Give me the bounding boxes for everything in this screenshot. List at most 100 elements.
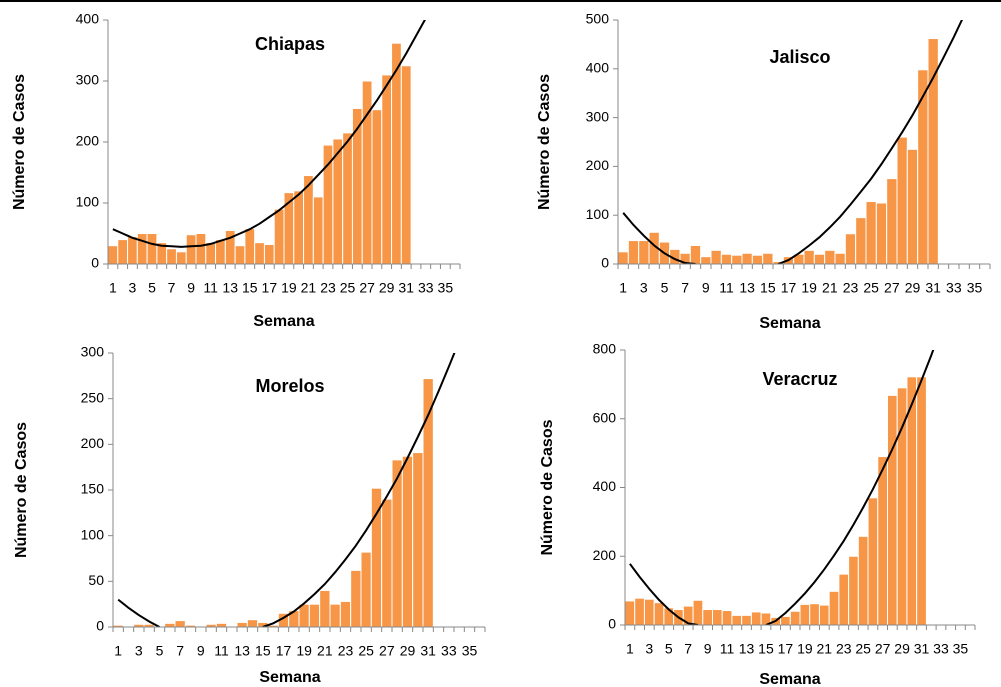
y-tick-label: 400 bbox=[586, 60, 610, 76]
bar bbox=[887, 394, 898, 626]
bar bbox=[146, 233, 158, 265]
x-tick-label: 7 bbox=[684, 641, 692, 657]
x-tick-label: 29 bbox=[400, 643, 416, 659]
x-tick-label: 23 bbox=[320, 280, 336, 296]
bar bbox=[322, 144, 334, 265]
bar bbox=[751, 254, 764, 265]
bar bbox=[127, 236, 138, 265]
x-tick-label: 25 bbox=[855, 641, 871, 657]
x-tick-label: 11 bbox=[720, 641, 735, 657]
y-tick-label: 800 bbox=[593, 341, 617, 357]
bar bbox=[799, 603, 811, 626]
x-tick-label: 17 bbox=[276, 643, 292, 659]
bar bbox=[834, 252, 846, 265]
x-tick-label: 15 bbox=[255, 643, 271, 659]
bar bbox=[234, 245, 246, 265]
bar bbox=[643, 598, 655, 626]
x-axis-label: Semana bbox=[253, 313, 314, 330]
x-tick-label: 27 bbox=[884, 280, 900, 296]
bar bbox=[371, 109, 383, 265]
x-tick-label: 31 bbox=[914, 641, 930, 657]
x-tick-label: 5 bbox=[148, 280, 156, 296]
bar bbox=[700, 256, 712, 265]
x-tick-label: 23 bbox=[836, 641, 852, 657]
bar bbox=[750, 611, 762, 626]
bar bbox=[721, 610, 733, 626]
bar bbox=[780, 615, 791, 626]
bar bbox=[624, 600, 636, 626]
x-tick-label: 21 bbox=[317, 643, 333, 659]
bar bbox=[789, 610, 801, 626]
x-tick-label: 29 bbox=[894, 641, 910, 657]
x-tick-label: 1 bbox=[114, 643, 122, 659]
trend-line bbox=[629, 350, 935, 625]
bar bbox=[813, 253, 826, 265]
bar bbox=[175, 251, 187, 265]
x-tick-label: 3 bbox=[129, 280, 137, 296]
x-tick-label: 13 bbox=[234, 643, 250, 659]
bar bbox=[293, 190, 305, 265]
bar bbox=[174, 620, 186, 628]
y-tick-label: 50 bbox=[88, 572, 104, 588]
bar bbox=[692, 599, 704, 626]
x-tick-label: 15 bbox=[242, 280, 258, 296]
y-tick-label: 600 bbox=[593, 409, 617, 425]
bar bbox=[319, 589, 331, 628]
bar bbox=[339, 600, 352, 628]
y-tick-label: 100 bbox=[81, 526, 105, 542]
bar bbox=[867, 497, 879, 626]
chart-title: Veracruz bbox=[762, 369, 837, 389]
bar bbox=[731, 614, 743, 626]
bar bbox=[712, 609, 723, 626]
y-tick-label: 200 bbox=[76, 133, 100, 149]
bar bbox=[350, 569, 362, 628]
y-tick-label: 250 bbox=[81, 389, 105, 405]
bar bbox=[824, 249, 836, 265]
x-tick-label: 33 bbox=[933, 641, 949, 657]
y-axis-label: Número de Casos bbox=[11, 74, 28, 210]
bar bbox=[818, 604, 830, 626]
bar bbox=[308, 603, 321, 628]
x-tick-label: 7 bbox=[176, 643, 184, 659]
x-axis-label: Semana bbox=[759, 671, 820, 687]
x-tick-label: 35 bbox=[438, 280, 454, 296]
x-tick-label: 19 bbox=[296, 643, 312, 659]
y-tick-label: 400 bbox=[76, 11, 100, 27]
bar bbox=[195, 233, 207, 265]
x-tick-label: 33 bbox=[441, 643, 457, 659]
y-tick-label: 500 bbox=[586, 11, 610, 27]
chart-title: Morelos bbox=[255, 376, 324, 396]
bar bbox=[166, 248, 177, 265]
x-tick-label: 5 bbox=[665, 641, 673, 657]
x-tick-label: 3 bbox=[135, 643, 143, 659]
x-tick-label: 5 bbox=[156, 643, 164, 659]
bar bbox=[848, 555, 859, 626]
y-tick-label: 300 bbox=[81, 344, 105, 360]
x-tick-label: 7 bbox=[168, 280, 176, 296]
x-tick-label: 17 bbox=[778, 641, 794, 657]
bar bbox=[627, 240, 640, 265]
trend-line bbox=[622, 20, 963, 264]
x-axis-label: Semana bbox=[759, 315, 820, 332]
x-tick-label: 13 bbox=[222, 280, 238, 296]
x-tick-label: 31 bbox=[925, 280, 941, 296]
bar bbox=[205, 242, 217, 265]
x-tick-label: 17 bbox=[262, 280, 278, 296]
x-tick-label: 3 bbox=[640, 280, 648, 296]
bar bbox=[185, 234, 197, 265]
x-tick-label: 25 bbox=[358, 643, 374, 659]
x-tick-label: 15 bbox=[758, 641, 774, 657]
x-tick-label: 9 bbox=[187, 280, 195, 296]
y-tick-label: 300 bbox=[76, 72, 100, 88]
bar bbox=[877, 456, 888, 626]
y-tick-label: 400 bbox=[593, 478, 617, 494]
bar bbox=[263, 243, 275, 265]
x-tick-label: 35 bbox=[953, 641, 969, 657]
x-tick-label: 21 bbox=[817, 641, 833, 657]
x-tick-label: 35 bbox=[462, 643, 478, 659]
bar bbox=[107, 245, 119, 265]
y-tick-label: 200 bbox=[586, 157, 610, 173]
x-tick-label: 21 bbox=[301, 280, 317, 296]
x-tick-label: 1 bbox=[109, 280, 117, 296]
